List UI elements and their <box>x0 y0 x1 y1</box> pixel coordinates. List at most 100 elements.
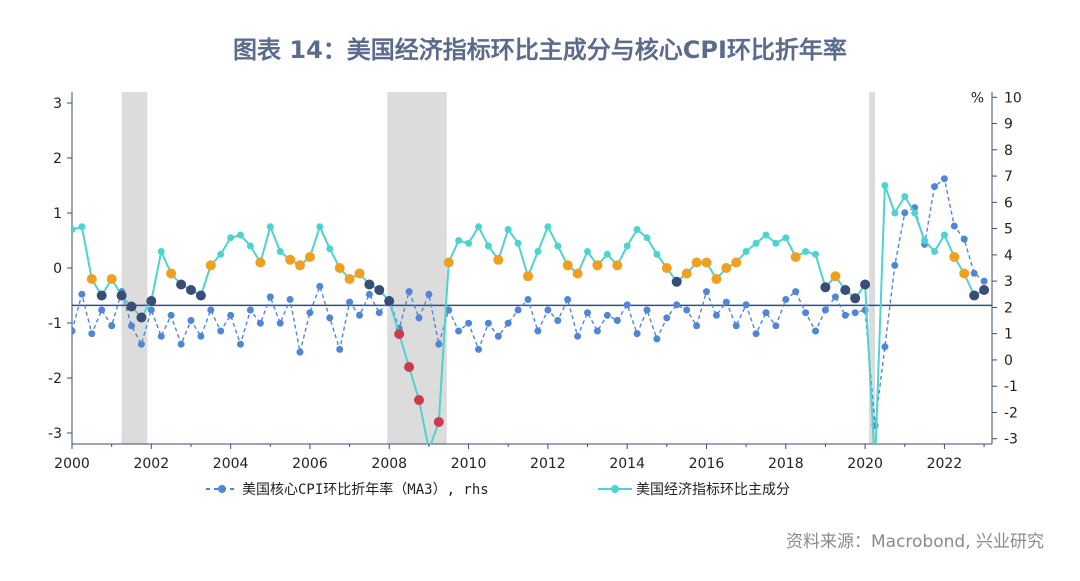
x-tick-label: 2002 <box>133 456 169 472</box>
x-tick-label: 2006 <box>292 456 328 472</box>
x-tick-label: 2010 <box>451 456 487 472</box>
right-tick-label: 10 <box>1004 90 1022 106</box>
x-tick-label: 2020 <box>847 456 883 472</box>
series-0-point <box>88 330 96 338</box>
series-0-point <box>821 306 829 314</box>
series-1-point <box>911 209 919 217</box>
right-tick-label: 0 <box>1004 353 1013 369</box>
right-tick-label: -2 <box>1004 405 1018 421</box>
regime-marker <box>166 268 177 279</box>
series-1-point <box>455 237 463 244</box>
series-0-point <box>128 322 135 330</box>
x-tick-label: 2000 <box>54 456 90 472</box>
series-1-point <box>554 242 562 250</box>
series-0-point <box>643 306 651 314</box>
series-0-point <box>554 317 562 324</box>
series-0-point <box>841 311 849 319</box>
regime-marker <box>364 279 375 290</box>
series-1-point <box>643 234 651 242</box>
series-1-point <box>484 242 492 250</box>
series-0-point <box>237 340 244 348</box>
regime-marker <box>414 395 424 405</box>
series-0-point <box>712 311 720 319</box>
regime-marker <box>404 362 415 372</box>
series-1-point <box>931 248 938 255</box>
series-1-point <box>465 239 473 247</box>
right-tick-label: 5 <box>1004 222 1013 238</box>
right-axis-unit: % <box>971 90 984 106</box>
regime-marker <box>979 285 990 295</box>
regime-marker <box>374 285 385 295</box>
recession-band-1 <box>387 92 447 444</box>
regime-marker <box>850 293 861 304</box>
regime-marker <box>661 263 672 273</box>
regime-marker <box>721 263 732 273</box>
series-0-point <box>455 327 463 335</box>
series-layer <box>72 175 992 444</box>
x-tick-label: 2004 <box>213 456 249 472</box>
series-0-point <box>108 322 116 330</box>
series-0-point <box>762 309 770 317</box>
regime-marker <box>334 263 345 273</box>
series-1-point <box>812 250 819 258</box>
legend-pc-marker <box>611 485 619 493</box>
series-1-point <box>653 250 661 258</box>
series-1-point <box>514 239 522 247</box>
regime-marker <box>949 252 960 262</box>
right-tick-label: 1 <box>1004 327 1013 343</box>
x-tick-label: 2008 <box>371 456 407 472</box>
series-0-point <box>792 288 800 296</box>
regime-marker <box>433 417 444 427</box>
series-0-point <box>187 317 195 324</box>
series-1-point <box>276 248 284 255</box>
series-0-point <box>613 317 621 324</box>
series-0-point <box>78 290 86 298</box>
right-tick-label: 4 <box>1004 248 1013 264</box>
series-0-point <box>435 340 443 348</box>
series-0-point <box>306 309 314 317</box>
series-0-point <box>514 306 522 314</box>
x-tick-label: 2012 <box>530 456 566 472</box>
recession-band-0 <box>121 92 148 444</box>
left-tick-label: 0 <box>53 261 62 277</box>
series-0-point <box>227 311 235 319</box>
series-1-point <box>940 231 948 239</box>
series-0-point <box>356 311 363 319</box>
series-0-point <box>137 340 145 348</box>
series-0-point <box>296 348 304 356</box>
series-0-point <box>375 309 383 317</box>
right-tick-label: 3 <box>1004 274 1013 290</box>
series-0-point <box>256 319 264 327</box>
series-0-point <box>802 309 810 317</box>
series-1-point <box>237 231 244 239</box>
regime-marker <box>612 260 623 271</box>
series-1-point <box>316 223 324 231</box>
right-tick-label: 7 <box>1004 169 1013 185</box>
regime-marker <box>304 252 315 262</box>
series-0-point <box>316 282 324 290</box>
regime-marker <box>116 290 127 301</box>
series-1-point <box>901 193 909 200</box>
series-1-point <box>921 237 929 244</box>
regime-marker <box>820 282 831 293</box>
series-0-point <box>564 296 572 303</box>
series-1-point <box>475 223 482 231</box>
series-1-point <box>246 242 254 250</box>
left-tick-label: -2 <box>48 371 62 387</box>
series-1-point <box>78 223 86 231</box>
series-0-point <box>276 319 284 327</box>
series-1-point <box>782 234 790 242</box>
legend-cpi-label: 美国核心CPI环比折年率（MA3）, rhs <box>242 481 489 498</box>
series-0-point <box>246 306 254 314</box>
series-0-point <box>891 261 899 269</box>
regime-marker <box>295 260 305 271</box>
left-tick-label: -1 <box>48 316 62 332</box>
series-0-point <box>405 288 413 296</box>
series-0-point <box>950 222 958 230</box>
series-1-point <box>544 223 552 231</box>
regime-marker <box>572 268 583 279</box>
series-1-point <box>772 239 780 247</box>
source-note: 资料来源：Macrobond, 兴业研究 <box>785 532 1044 552</box>
x-tick-label: 2016 <box>689 456 725 472</box>
